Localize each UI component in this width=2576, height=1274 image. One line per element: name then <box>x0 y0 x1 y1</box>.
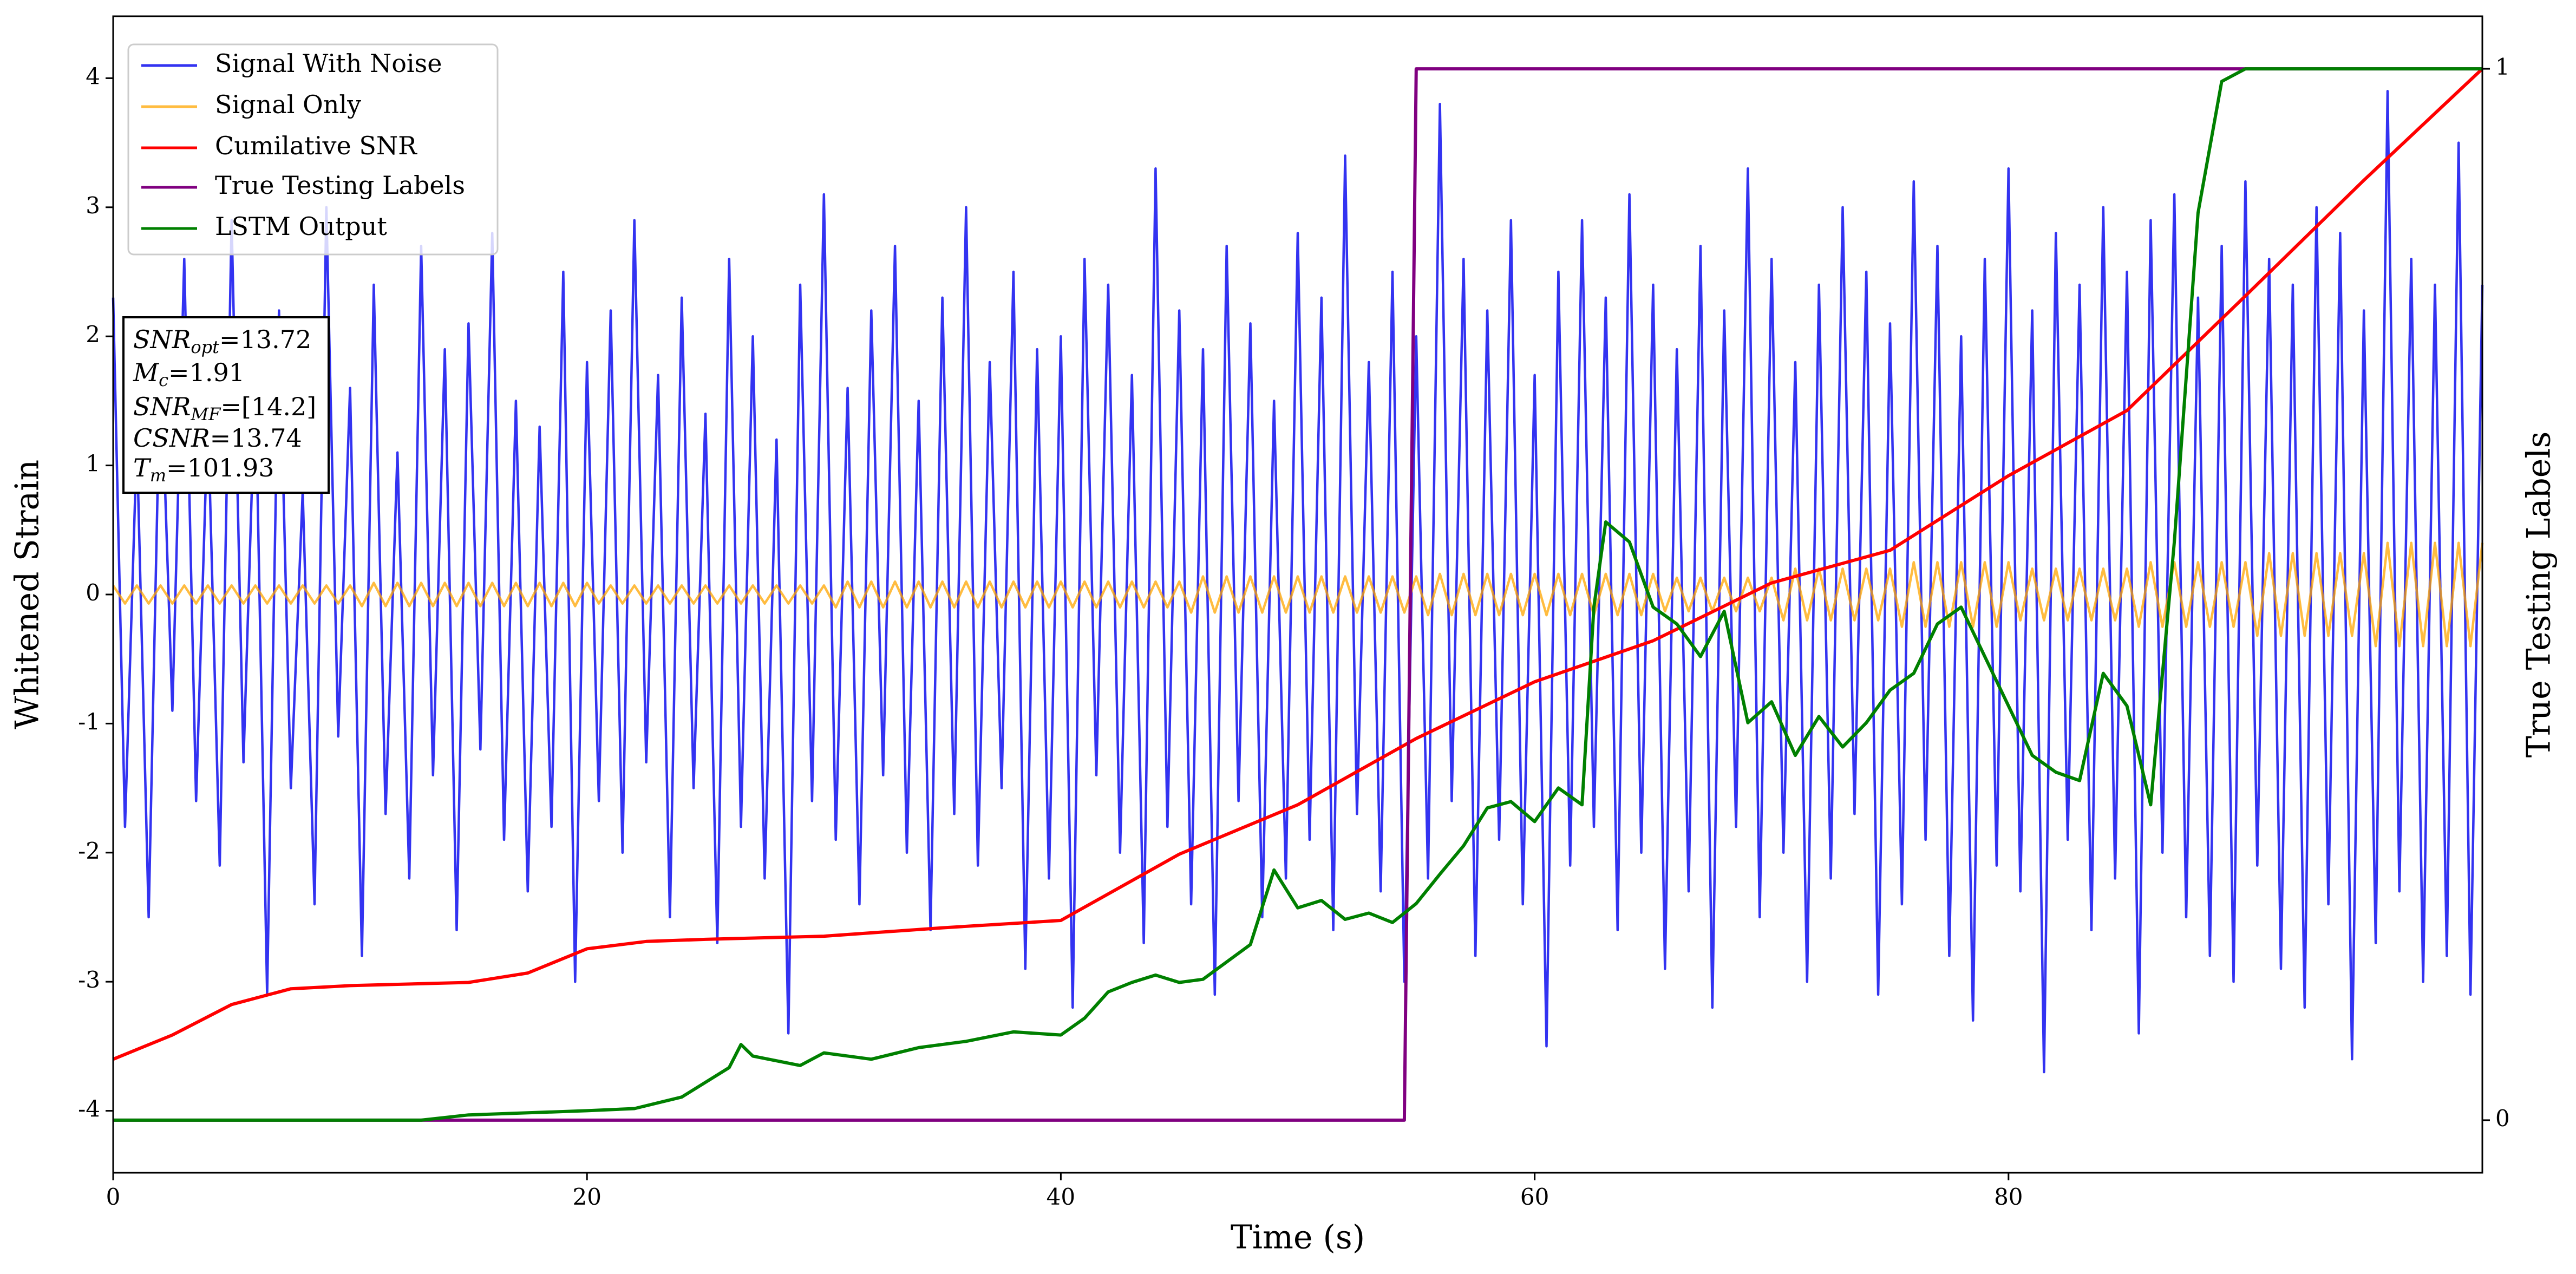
y-tick-label: 3 <box>86 192 100 219</box>
annotation-symbol: T <box>133 453 152 482</box>
legend-label: Signal With Noise <box>215 49 442 78</box>
annotation-line: SNRopt=13.72 <box>133 325 311 357</box>
annotation-subscript: MF <box>190 404 221 424</box>
annotation-box <box>122 316 330 494</box>
annotation-value: =13.74 <box>210 423 302 453</box>
y2-tick-label: 0 <box>2495 1105 2510 1132</box>
series-line <box>112 90 2484 1074</box>
legend-label: True Testing Labels <box>215 171 465 200</box>
annotation-symbol: M <box>133 358 160 387</box>
legend: Signal With Noise Signal Only Cumilative S… <box>127 43 499 256</box>
x-axis-label: Time (s) <box>1231 1219 1365 1257</box>
y-tick-label: -2 <box>78 838 100 864</box>
annotation-line: CSNR=13.74 <box>133 423 302 453</box>
plot-area <box>112 67 2484 1122</box>
legend-box <box>127 43 499 256</box>
annotation-subscript: opt <box>191 337 219 357</box>
series-line <box>112 67 2484 1061</box>
legend-label: Cumilative SNR <box>215 131 417 160</box>
annotation-subscript: c <box>159 370 168 390</box>
annotation-line: SNRMF=[14.2] <box>133 392 316 424</box>
y-tick-label: -4 <box>78 1096 100 1122</box>
annotation-symbol: CSNR <box>133 423 210 453</box>
y-tick-label: 2 <box>86 321 100 348</box>
series-line <box>112 541 2484 648</box>
x-tick-label: 0 <box>106 1184 121 1210</box>
annotation-line: Mc=1.91 <box>133 358 245 390</box>
annotation-line: Tm=101.93 <box>133 453 274 486</box>
annotation-subscript: m <box>150 465 166 486</box>
y2-axis-label: True Testing Labels <box>2520 432 2558 758</box>
y-tick-label: 4 <box>86 63 100 89</box>
y-tick-label: -3 <box>78 966 100 993</box>
x-tick-label: 60 <box>1520 1184 1549 1210</box>
series-line <box>113 67 2482 1122</box>
annotation-value: =101.93 <box>166 453 274 482</box>
annotation-symbol: SNR <box>133 392 191 421</box>
x-tick-label: 80 <box>1994 1184 2023 1210</box>
y-tick-label: 0 <box>86 579 100 606</box>
legend-label: Signal Only <box>215 90 361 119</box>
annotation-value: =13.72 <box>219 325 311 354</box>
y2-tick-label: 1 <box>2495 54 2510 80</box>
series-line <box>113 67 2482 1122</box>
annotation-symbol: SNR <box>133 325 191 354</box>
x-tick-label: 40 <box>1047 1184 1075 1210</box>
annotation-value: =[14.2] <box>220 392 316 421</box>
legend-label: LSTM Output <box>215 212 387 241</box>
annotation: SNRopt=13.72Mc=1.91SNRMF=[14.2]CSNR=13.7… <box>122 316 330 494</box>
y-tick-label: -1 <box>78 708 100 735</box>
y-axis-label: Whitened Strain <box>9 460 47 729</box>
x-tick-label: 20 <box>572 1184 601 1210</box>
annotation-value: =1.91 <box>168 358 245 387</box>
y-tick-label: 1 <box>86 450 100 477</box>
